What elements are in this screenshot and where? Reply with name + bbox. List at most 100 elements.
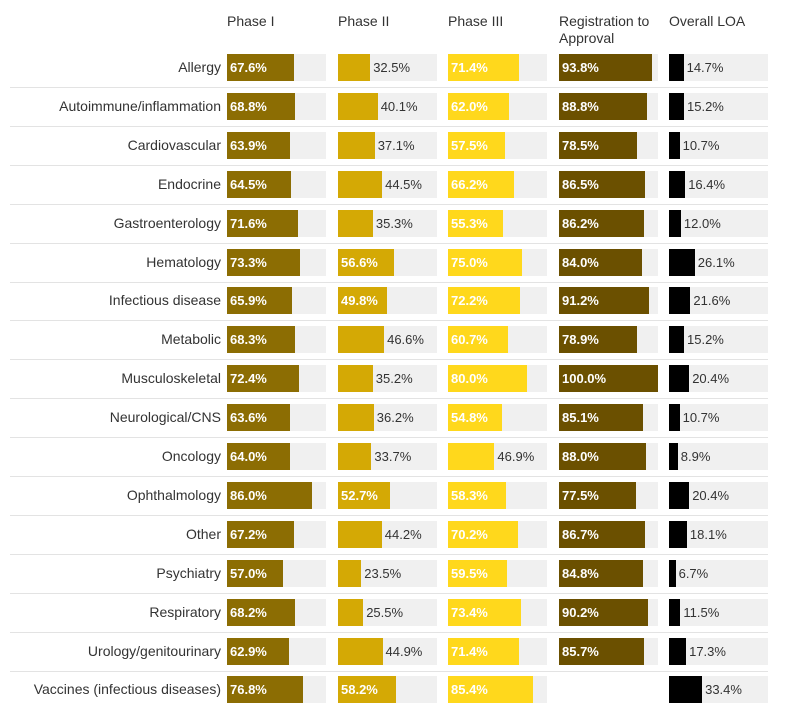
row-separator <box>10 359 768 360</box>
row-label-gastroenterology: Gastroenterology <box>113 215 221 231</box>
track-phase2: 32.5% <box>338 54 437 81</box>
bar-registration <box>559 54 652 81</box>
track-registration: 77.5% <box>559 482 658 509</box>
track-overall: 6.7% <box>669 560 768 587</box>
track-phase1: 63.9% <box>227 132 326 159</box>
row-label-infectious-disease: Infectious disease <box>108 292 221 308</box>
data-label-phase3: 71.4% <box>451 644 488 659</box>
bar-phase3 <box>448 521 518 548</box>
data-label-overall: 20.4% <box>692 488 730 503</box>
row-label-musculoskeletal: Musculoskeletal <box>121 370 221 386</box>
track-phase2: 33.7% <box>338 443 437 470</box>
track-phase1: 68.8% <box>227 93 326 120</box>
bar-registration <box>559 638 644 665</box>
row-separator <box>10 282 768 283</box>
bar-registration <box>559 287 650 314</box>
bar-phase2 <box>338 171 383 198</box>
row-separator <box>10 243 768 244</box>
track-registration: 86.2% <box>559 210 658 237</box>
data-label-phase2: 37.1% <box>377 138 415 153</box>
bar-phase1 <box>227 132 291 159</box>
data-label-phase1: 68.2% <box>230 605 267 620</box>
track-phase1: 57.0% <box>227 560 326 587</box>
data-label-registration: 85.7% <box>562 644 599 659</box>
track-phase3: 57.5% <box>448 132 547 159</box>
row-label-neurological-cns: Neurological/CNS <box>109 409 221 425</box>
bar-phase2 <box>338 93 378 120</box>
track-phase3: 85.4% <box>448 676 547 703</box>
track-phase3: 60.7% <box>448 326 547 353</box>
bar-phase3 <box>448 54 519 81</box>
data-label-registration: 90.2% <box>562 605 599 620</box>
bar-registration <box>559 326 638 353</box>
row-separator <box>10 554 768 555</box>
data-label-overall: 12.0% <box>683 216 721 231</box>
track-phase2: 25.5% <box>338 599 437 626</box>
track-phase3: 46.9% <box>448 443 547 470</box>
track-overall: 16.4% <box>669 171 768 198</box>
bar-registration <box>559 249 643 276</box>
data-label-phase3: 85.4% <box>451 682 488 697</box>
data-label-phase2: 52.7% <box>341 488 378 503</box>
bar-phase2 <box>338 287 388 314</box>
bar-phase2 <box>338 210 373 237</box>
bar-phase1 <box>227 93 296 120</box>
bar-registration <box>559 365 658 392</box>
track-phase1: 67.6% <box>227 54 326 81</box>
track-phase1: 68.3% <box>227 326 326 353</box>
track-phase2: 36.2% <box>338 404 437 431</box>
track-phase2: 23.5% <box>338 560 437 587</box>
bar-overall <box>669 599 681 626</box>
row-label-respiratory: Respiratory <box>149 604 221 620</box>
data-label-phase3: 57.5% <box>451 138 488 153</box>
data-label-phase2: 33.7% <box>374 449 412 464</box>
data-label-phase3: 62.0% <box>451 99 488 114</box>
data-label-phase2: 23.5% <box>364 566 402 581</box>
bar-phase3 <box>448 171 514 198</box>
bar-registration <box>559 210 645 237</box>
track-phase2: 49.8% <box>338 287 437 314</box>
row-separator <box>10 515 768 516</box>
bar-phase3 <box>448 676 533 703</box>
track-phase1: 63.6% <box>227 404 326 431</box>
track-phase2: 35.3% <box>338 210 437 237</box>
data-label-phase1: 62.9% <box>230 644 267 659</box>
bar-phase3 <box>448 560 507 587</box>
data-label-phase1: 68.3% <box>230 332 267 347</box>
data-label-phase2: 46.6% <box>387 332 424 347</box>
track-phase3: 75.0% <box>448 249 547 276</box>
data-label-overall: 18.1% <box>689 527 727 542</box>
bar-phase3 <box>448 404 503 431</box>
track-overall: 18.1% <box>669 521 768 548</box>
bar-phase2 <box>338 560 362 587</box>
track-overall: 33.4% <box>669 676 768 703</box>
data-label-phase2: 35.2% <box>375 371 413 386</box>
track-registration: 78.9% <box>559 326 658 353</box>
data-label-registration: 86.2% <box>562 216 599 231</box>
data-label-phase1: 57.0% <box>230 566 267 581</box>
track-phase3: 54.8% <box>448 404 547 431</box>
bar-phase2 <box>338 404 374 431</box>
row-separator <box>10 437 768 438</box>
bar-phase3 <box>448 210 503 237</box>
data-label-overall: 10.7% <box>682 410 720 425</box>
track-registration: 84.0% <box>559 249 658 276</box>
data-label-overall: 20.4% <box>692 371 730 386</box>
bar-overall <box>669 365 690 392</box>
bar-phase3 <box>448 287 520 314</box>
data-label-overall: 15.2% <box>687 99 724 114</box>
bar-phase1 <box>227 210 298 237</box>
column-header-phase1: Phase I <box>227 13 275 29</box>
track-phase2: 56.6% <box>338 249 437 276</box>
track-phase3: 70.2% <box>448 521 547 548</box>
data-label-registration: 100.0% <box>562 371 607 386</box>
data-label-phase3: 72.2% <box>451 293 488 308</box>
row-separator <box>10 398 768 399</box>
track-overall: 12.0% <box>669 210 768 237</box>
row-label-metabolic: Metabolic <box>161 331 221 347</box>
bar-phase1 <box>227 521 294 548</box>
track-overall: 8.9% <box>669 443 768 470</box>
bar-registration <box>559 521 645 548</box>
data-label-registration: 84.0% <box>562 255 599 270</box>
row-separator <box>10 671 768 672</box>
